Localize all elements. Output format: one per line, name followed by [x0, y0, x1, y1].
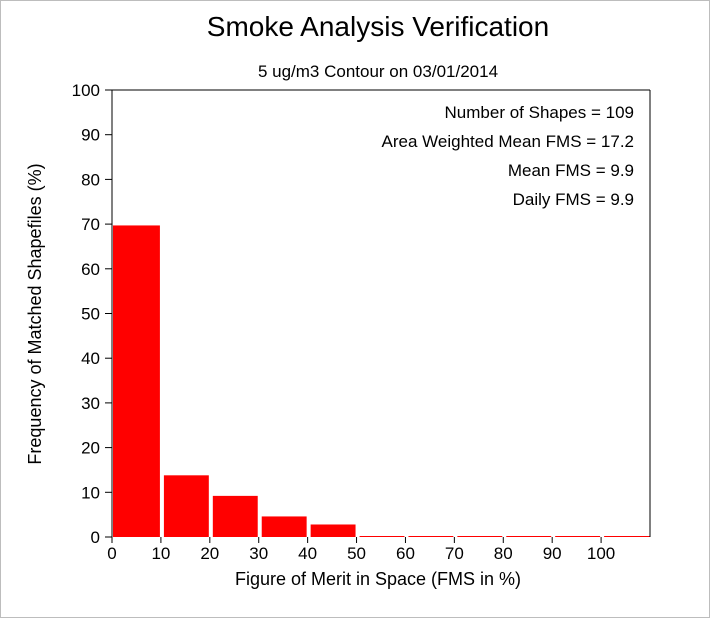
x-tick-label: 20	[200, 544, 219, 563]
bar-bin-20	[212, 495, 258, 537]
y-tick-label: 70	[81, 215, 100, 234]
stat-annotation: Number of Shapes = 109	[445, 103, 634, 122]
bar-bin-50	[359, 536, 405, 537]
annotations-group: Number of Shapes = 109 Area Weighted Mean…	[382, 103, 634, 209]
y-tick-label: 40	[81, 349, 100, 368]
x-tick-label: 0	[107, 544, 116, 563]
bar-bin-80	[506, 536, 552, 537]
x-axis-label: Figure of Merit in Space (FMS in %)	[235, 569, 521, 589]
bar-bin-10	[163, 475, 209, 537]
bar-bin-70	[457, 536, 503, 537]
bar-bin-30	[261, 516, 307, 537]
x-tick-label: 10	[151, 544, 170, 563]
x-tick-label: 70	[445, 544, 464, 563]
x-tick-label: 40	[298, 544, 317, 563]
bar-bin-40	[310, 524, 356, 537]
bar-bin-60	[408, 536, 454, 537]
stat-annotation: Daily FMS = 9.9	[513, 190, 634, 209]
y-tick-label: 50	[81, 305, 100, 324]
x-tick-label: 50	[347, 544, 366, 563]
y-tick-label: 10	[81, 483, 100, 502]
bar-bin-0	[113, 225, 160, 538]
y-tick-label: 80	[81, 170, 100, 189]
chart-title: Smoke Analysis Verification	[207, 11, 549, 42]
bar-bin-100	[604, 536, 650, 537]
y-axis-label: Frequency of Matched Shapefiles (%)	[25, 163, 45, 464]
y-tick-label: 90	[81, 126, 100, 145]
stat-annotation: Area Weighted Mean FMS = 17.2	[382, 132, 634, 151]
stat-annotation: Mean FMS = 9.9	[508, 161, 634, 180]
y-tick-label: 30	[81, 394, 100, 413]
y-tick-label: 20	[81, 439, 100, 458]
bar-bin-90	[555, 536, 601, 537]
y-tick-label: 0	[91, 528, 100, 547]
x-tick-label: 100	[587, 544, 615, 563]
x-tick-label: 90	[543, 544, 562, 563]
bars-group	[113, 225, 650, 538]
y-tick-label: 60	[81, 260, 100, 279]
chart-subtitle: 5 ug/m3 Contour on 03/01/2014	[258, 62, 498, 81]
x-tick-label: 60	[396, 544, 415, 563]
x-tick-label: 80	[494, 544, 513, 563]
y-tick-label: 100	[72, 81, 100, 100]
axes-group: 0 10 20 30 40 50 60 70 80 90 100 0 10 20 30 40 50 60 70 80 9…	[72, 81, 651, 563]
x-tick-label: 30	[249, 544, 268, 563]
